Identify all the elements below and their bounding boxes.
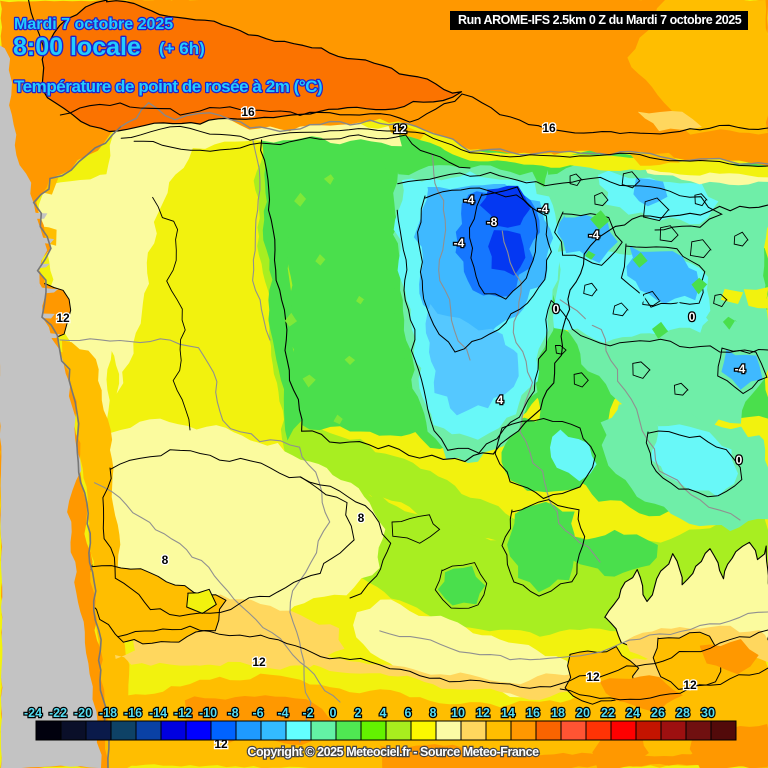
svg-text:-4: -4 — [464, 193, 475, 207]
svg-text:0: 0 — [330, 706, 337, 720]
svg-text:-2: -2 — [302, 706, 313, 720]
svg-text:Mardi 7 octobre 2025: Mardi 7 octobre 2025 — [14, 16, 173, 33]
svg-text:-8: -8 — [487, 215, 498, 229]
svg-text:2: 2 — [355, 706, 362, 720]
svg-text:14: 14 — [501, 706, 515, 720]
svg-text:16: 16 — [526, 706, 540, 720]
svg-text:8:00 locale: 8:00 locale — [13, 33, 141, 61]
svg-text:-4: -4 — [454, 236, 465, 250]
svg-text:30: 30 — [701, 706, 715, 720]
svg-text:12: 12 — [586, 670, 600, 684]
svg-text:-20: -20 — [74, 706, 92, 720]
svg-text:-22: -22 — [49, 706, 67, 720]
svg-text:-4: -4 — [277, 706, 288, 720]
svg-text:-4: -4 — [735, 362, 746, 376]
svg-text:Copyright © 2025 Meteociel.fr: Copyright © 2025 Meteociel.fr - Source M… — [247, 745, 539, 759]
svg-text:-4: -4 — [589, 228, 600, 242]
svg-text:-6: -6 — [252, 706, 263, 720]
svg-text:4: 4 — [497, 393, 504, 407]
svg-text:12: 12 — [252, 655, 266, 669]
svg-text:12: 12 — [683, 678, 697, 692]
svg-text:-10: -10 — [199, 706, 217, 720]
svg-text:12: 12 — [56, 311, 70, 325]
svg-text:-4: -4 — [538, 202, 549, 216]
svg-text:22: 22 — [601, 706, 615, 720]
svg-text:8: 8 — [430, 706, 437, 720]
svg-text:20: 20 — [576, 706, 590, 720]
svg-text:-14: -14 — [149, 706, 167, 720]
svg-text:-12: -12 — [174, 706, 192, 720]
svg-text:24: 24 — [626, 706, 640, 720]
svg-text:26: 26 — [651, 706, 665, 720]
svg-text:4: 4 — [380, 706, 387, 720]
svg-text:-18: -18 — [99, 706, 117, 720]
svg-text:12: 12 — [476, 706, 490, 720]
svg-text:28: 28 — [676, 706, 690, 720]
svg-text:0: 0 — [553, 302, 560, 316]
svg-text:8: 8 — [358, 511, 365, 525]
svg-text:-16: -16 — [124, 706, 142, 720]
svg-text:0: 0 — [689, 310, 696, 324]
svg-text:16: 16 — [241, 105, 255, 119]
svg-text:18: 18 — [551, 706, 565, 720]
svg-text:Température de point de rosée: Température de point de rosée à 2m (°C) — [14, 77, 322, 96]
svg-text:0: 0 — [736, 453, 743, 467]
svg-text:-24: -24 — [24, 706, 42, 720]
svg-text:16: 16 — [542, 121, 556, 135]
svg-text:10: 10 — [451, 706, 465, 720]
svg-text:8: 8 — [162, 553, 169, 567]
svg-text:12: 12 — [393, 122, 407, 136]
svg-text:6: 6 — [405, 706, 412, 720]
svg-text:(+ 6h): (+ 6h) — [159, 39, 205, 58]
svg-text:-8: -8 — [227, 706, 238, 720]
